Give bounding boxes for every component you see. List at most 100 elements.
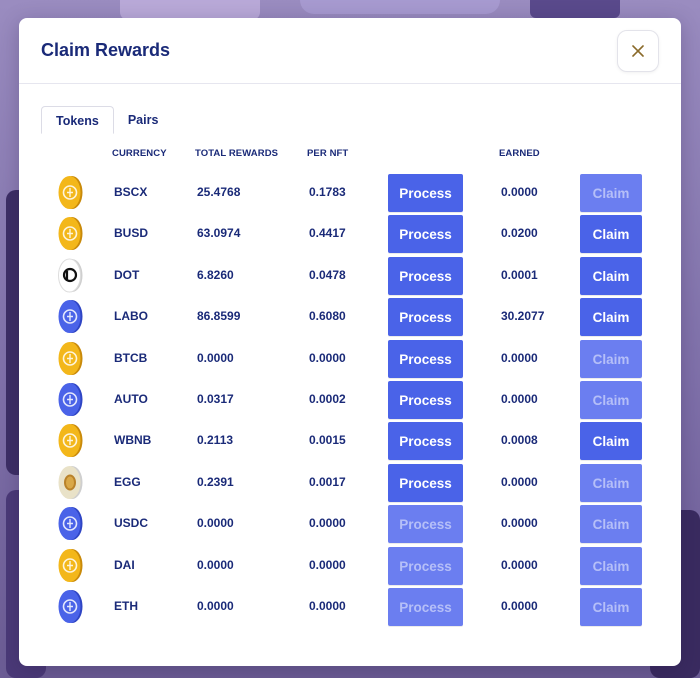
per-nft-value: 0.0017 [309,475,346,489]
close-button[interactable] [617,30,659,72]
per-nft-value: 0.0015 [309,433,346,447]
modal-title: Claim Rewards [41,40,171,60]
process-button[interactable]: Process [388,422,463,460]
total-rewards-value: 6.8260 [197,268,234,282]
per-nft-value: 0.1783 [309,185,346,199]
table-row: AUTO 0.0317 0.0002 0.0000 Process Claim [19,381,681,419]
total-rewards-value: 86.8599 [197,309,241,323]
total-rewards-value: 25.4768 [197,185,241,199]
claim-button[interactable]: Claim [580,381,642,419]
table-row: EGG 0.2391 0.0017 0.0000 Process Claim [19,464,681,502]
earned-value: 0.0000 [501,475,538,489]
total-rewards-value: 0.0000 [197,351,234,365]
earned-value: 0.0001 [501,268,538,282]
process-button[interactable]: Process [388,381,463,419]
earned-value: 30.2077 [501,309,545,323]
earned-value: 0.0000 [501,185,538,199]
process-button[interactable]: Process [388,547,463,585]
per-nft-value: 0.0000 [309,351,346,365]
header-currency: CURRENCY [112,148,167,159]
eth-coin-icon [57,589,83,624]
claim-button[interactable]: Claim [580,422,642,460]
table-row: LABO 86.8599 0.6080 30.2077 Process Claim [19,298,681,336]
table-row: WBNB 0.2113 0.0015 0.0008 Process Claim [19,422,681,460]
busd-coin-icon [57,216,83,251]
table-row: BUSD 63.0974 0.4417 0.0200 Process Claim [19,215,681,253]
table-row: BSCX 25.4768 0.1783 0.0000 Process Claim [19,174,681,212]
process-button[interactable]: Process [388,174,463,212]
background-shape [530,0,620,18]
total-rewards-value: 63.0974 [197,226,241,240]
currency-label: AUTO [114,392,148,406]
process-button[interactable]: Process [388,257,463,295]
currency-label: USDC [114,516,149,530]
egg-coin-icon [57,465,83,500]
earned-value: 0.0000 [501,558,538,572]
per-nft-value: 0.0000 [309,516,346,530]
currency-label: BSCX [114,185,148,199]
table-header: CURRENCY TOTAL REWARDS PER NFT EARNED [19,148,681,160]
currency-label: EGG [114,475,141,489]
close-icon [632,45,644,57]
header-earned: EARNED [499,148,540,159]
table-row: ETH 0.0000 0.0000 0.0000 Process Claim [19,588,681,626]
table-row: BTCB 0.0000 0.0000 0.0000 Process Claim [19,340,681,378]
background-shape [120,0,260,20]
process-button[interactable]: Process [388,505,463,543]
claim-button[interactable]: Claim [580,464,642,502]
modal-header: Claim Rewards [19,18,681,84]
background-shape [300,0,500,14]
table-row: DOT 6.8260 0.0478 0.0001 Process Claim [19,257,681,295]
earned-value: 0.0008 [501,433,538,447]
total-rewards-value: 0.0317 [197,392,234,406]
process-button[interactable]: Process [388,298,463,336]
table-row: USDC 0.0000 0.0000 0.0000 Process Claim [19,505,681,543]
currency-label: ETH [114,599,138,613]
per-nft-value: 0.0000 [309,558,346,572]
process-button[interactable]: Process [388,215,463,253]
per-nft-value: 0.0000 [309,599,346,613]
tab-tokens[interactable]: Tokens [41,106,114,134]
btcb-coin-icon [57,341,83,376]
currency-label: DAI [114,558,135,572]
claim-button[interactable]: Claim [580,298,642,336]
tab-pairs[interactable]: Pairs [127,113,159,127]
earned-value: 0.0200 [501,226,538,240]
total-rewards-value: 0.0000 [197,558,234,572]
claim-button[interactable]: Claim [580,174,642,212]
wbnb-coin-icon [57,423,83,458]
earned-value: 0.0000 [501,599,538,613]
process-button[interactable]: Process [388,588,463,626]
earned-value: 0.0000 [501,351,538,365]
dai-coin-icon [57,548,83,583]
earned-value: 0.0000 [501,516,538,530]
process-button[interactable]: Process [388,464,463,502]
claim-button[interactable]: Claim [580,257,642,295]
currency-label: DOT [114,268,140,282]
total-rewards-value: 0.0000 [197,516,234,530]
currency-label: LABO [114,309,148,323]
currency-label: BTCB [114,351,148,365]
per-nft-value: 0.0478 [309,268,346,282]
claim-button[interactable]: Claim [580,588,642,626]
total-rewards-value: 0.2391 [197,475,234,489]
table-row: DAI 0.0000 0.0000 0.0000 Process Claim [19,547,681,585]
dot-coin-icon [57,258,83,293]
total-rewards-value: 0.0000 [197,599,234,613]
claim-button[interactable]: Claim [580,547,642,585]
earned-value: 0.0000 [501,392,538,406]
claim-rewards-modal: Claim Rewards Tokens Pairs CURRENCY TOTA… [19,18,681,666]
claim-button[interactable]: Claim [580,505,642,543]
claim-button[interactable]: Claim [580,340,642,378]
per-nft-value: 0.0002 [309,392,346,406]
currency-label: WBNB [114,433,152,447]
currency-label: BUSD [114,226,149,240]
header-per-nft: PER NFT [307,148,349,159]
process-button[interactable]: Process [388,340,463,378]
total-rewards-value: 0.2113 [197,433,234,447]
bscx-coin-icon [57,175,83,210]
labo-coin-icon [57,299,83,334]
claim-button[interactable]: Claim [580,215,642,253]
per-nft-value: 0.6080 [309,309,346,323]
per-nft-value: 0.4417 [309,226,346,240]
